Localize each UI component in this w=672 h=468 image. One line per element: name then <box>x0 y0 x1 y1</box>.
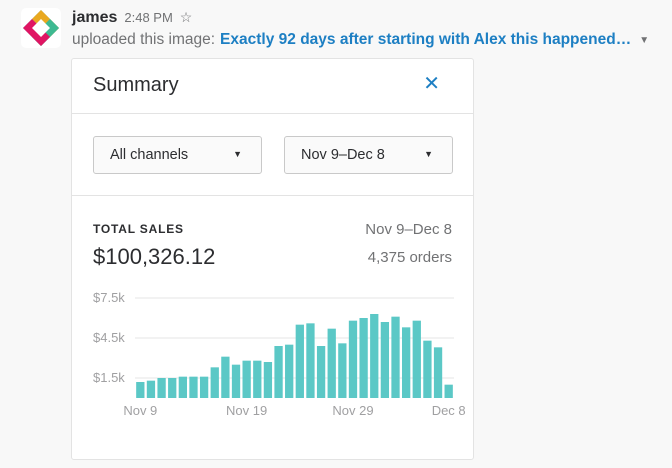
channel-select[interactable]: All channels ▼ <box>93 136 262 174</box>
chart-bar <box>242 360 251 398</box>
chart-bar <box>146 380 156 398</box>
chart-bar <box>263 362 273 398</box>
y-tick-label: $1.5k <box>93 370 125 385</box>
date-range-select-label: Nov 9–Dec 8 <box>301 147 385 163</box>
summary-date-range: Nov 9–Dec 8 <box>365 221 452 238</box>
filters-bar: All channels ▼ Nov 9–Dec 8 ▼ <box>72 114 473 196</box>
chart-bar <box>274 346 283 398</box>
x-tick-label: Nov 19 <box>226 403 267 418</box>
total-sales-value: $100,326.12 <box>93 244 216 269</box>
chart-bar <box>157 378 166 398</box>
x-tick-label: Nov 29 <box>332 403 373 418</box>
chart-bar <box>348 320 358 398</box>
close-icon[interactable]: ✕ <box>423 73 440 95</box>
chart-bar <box>210 367 219 398</box>
chart-bar <box>253 360 262 398</box>
date-range-select[interactable]: Nov 9–Dec 8 ▼ <box>284 136 453 174</box>
card-title: Summary <box>93 74 179 96</box>
chart-bar <box>359 318 368 398</box>
card-header: Summary ✕ <box>72 59 473 114</box>
image-preview-card[interactable]: Summary ✕ All channels ▼ Nov 9–Dec 8 ▼ T… <box>71 58 474 460</box>
message-author[interactable]: james <box>72 9 118 26</box>
message-body: uploaded this image: Exactly 92 days aft… <box>72 31 667 49</box>
file-title-link[interactable]: Exactly 92 days after starting with Alex… <box>220 31 632 48</box>
chevron-down-icon: ▼ <box>233 149 242 159</box>
x-tick-label: Nov 9 <box>123 403 157 418</box>
chart-bar <box>380 322 390 398</box>
star-icon[interactable]: ☆ <box>179 9 193 25</box>
chart-bar <box>412 320 421 398</box>
sales-bar-chart: $7.5k $4.5k $1.5k Nov 9 Nov 19 Nov 29 Dec 8 <box>93 290 466 418</box>
message-timestamp[interactable]: 2:48 PM <box>124 10 173 25</box>
slack-logo-avatar-icon <box>21 8 61 48</box>
y-tick-label: $7.5k <box>93 290 125 305</box>
avatar[interactable] <box>21 8 61 48</box>
chevron-down-icon: ▼ <box>424 149 433 159</box>
chart-bar <box>338 343 347 398</box>
x-tick-label: Dec 8 <box>432 403 466 418</box>
orders-count: 4,375 orders <box>367 249 452 266</box>
y-tick-label: $4.5k <box>93 330 125 345</box>
total-sales-label: TOTAL SALES <box>93 222 184 236</box>
chart-bar <box>316 346 326 398</box>
chart-bar <box>306 323 315 398</box>
chart-bar <box>433 347 443 398</box>
chart-bar <box>285 344 294 398</box>
chart-bar <box>231 364 241 398</box>
channel-select-label: All channels <box>110 147 189 163</box>
chart-bar <box>444 384 453 398</box>
chart-bar <box>178 376 187 398</box>
chart-bar <box>370 314 379 398</box>
chart-bar <box>136 382 145 398</box>
chart-bar <box>327 328 336 398</box>
chart-bar <box>402 327 411 398</box>
uploaded-text: uploaded this image: <box>72 31 216 48</box>
chart-bar <box>423 340 432 398</box>
chevron-down-icon[interactable]: ▼ <box>639 34 650 46</box>
chart-bar <box>168 378 177 398</box>
message-header: james 2:48 PM ☆ <box>72 9 192 29</box>
chart-bar <box>391 316 400 398</box>
chart-bar <box>221 356 230 398</box>
chart-bar <box>199 376 209 398</box>
chart-bar <box>295 324 304 398</box>
chart-bar <box>189 376 198 398</box>
